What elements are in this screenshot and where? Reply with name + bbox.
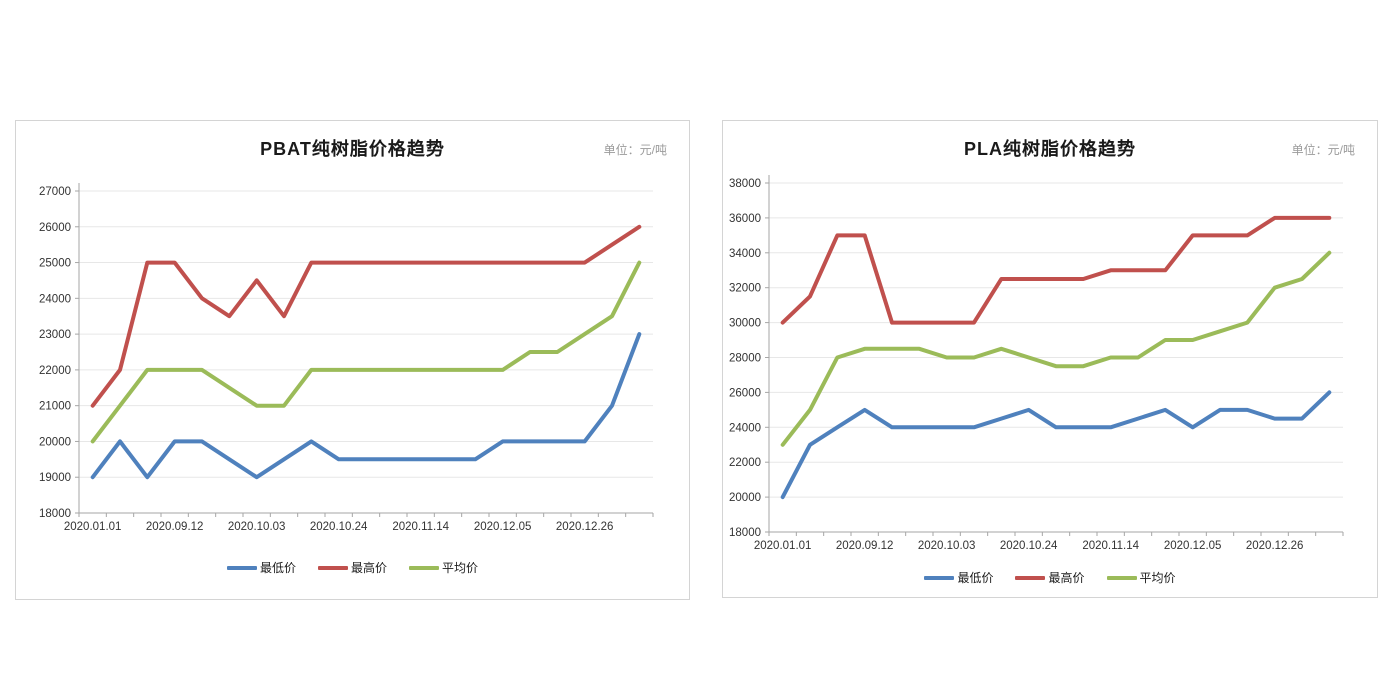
x-axis-label: 2020.01.01 (754, 540, 812, 552)
x-axis-label: 2020.12.05 (1164, 540, 1222, 552)
y-axis-label: 38000 (729, 178, 761, 190)
series-line-min (780, 390, 1332, 500)
x-axis-label: 2020.11.14 (392, 521, 449, 533)
y-axis-label: 22000 (729, 457, 761, 469)
x-axis-label: 2020.12.26 (1246, 540, 1304, 552)
series-line-avg (780, 250, 1332, 447)
legend-line-swatch-min (226, 565, 257, 570)
y-axis-label: 24000 (39, 293, 71, 305)
legend-item-avg: 平均价 (1106, 569, 1176, 586)
y-axis-label: 36000 (729, 213, 761, 225)
y-axis-label: 22000 (39, 365, 71, 377)
series-line-min (90, 332, 642, 480)
pbat-plot-area: 18000 19000 20000 21000 22000 23000 24000 25000… (39, 183, 654, 533)
pla-unit-label: 单位：元/吨 (1291, 143, 1355, 157)
legend-item-min: 最低价 (924, 569, 993, 586)
y-axis-label: 34000 (729, 248, 761, 260)
x-axis-label: 2020.10.03 (228, 521, 286, 533)
legend-label-min: 最低价 (957, 571, 994, 585)
pbat-chart-title: PBAT纯树脂价格趋势 (260, 139, 445, 159)
legend-item-max: 最高价 (317, 559, 387, 576)
y-axis-label: 19000 (39, 472, 71, 484)
pla-legend: 最低价 最高价 平均价 (723, 569, 1377, 586)
pla-chart-title: PLA纯树脂价格趋势 (964, 139, 1136, 159)
x-axis-label: 2020.10.24 (310, 521, 368, 533)
pla-plot-area: 18000 20000 22000 24000 26000 28000 30000 32000… (729, 175, 1344, 552)
y-axis-label: 28000 (729, 353, 761, 365)
y-axis-label: 23000 (39, 329, 71, 341)
y-axis-label: 24000 (729, 422, 761, 434)
pbat-chart-panel: PBAT纯树脂价格趋势 单位：元/吨 18000 19000 20000 21000 2… (15, 120, 690, 600)
x-axis-label: 2020.12.05 (474, 521, 532, 533)
legend-line-swatch-max (317, 565, 348, 570)
legend-label-min: 最低价 (259, 561, 296, 575)
series-line-avg (90, 260, 642, 444)
y-axis-label: 27000 (39, 186, 71, 198)
series-line-max (90, 224, 642, 408)
legend-item-max: 最高价 (1015, 569, 1085, 586)
x-axis-label: 2020.01.01 (64, 521, 122, 533)
y-axis-label: 25000 (39, 258, 71, 270)
legend-label-avg: 平均价 (442, 561, 479, 575)
x-axis-label: 2020.09.12 (146, 521, 204, 533)
series-line-max (780, 215, 1332, 325)
pla-chart-panel: PLA纯树脂价格趋势 单位：元/吨 18000 20000 22000 24000 26… (722, 120, 1378, 598)
x-axis-label: 2020.10.24 (1000, 540, 1058, 552)
x-axis-label: 2020.09.12 (836, 540, 894, 552)
y-axis-label: 26000 (39, 222, 71, 234)
x-axis-label: 2020.12.26 (556, 521, 614, 533)
y-axis-label: 32000 (729, 283, 761, 295)
legend-line-swatch-avg (1106, 575, 1137, 580)
legend-item-avg: 平均价 (409, 559, 478, 576)
legend-item-min: 最低价 (226, 559, 296, 576)
y-axis-label: 30000 (729, 318, 761, 330)
y-axis-label: 21000 (39, 401, 71, 413)
x-axis-label: 2020.11.14 (1082, 540, 1139, 552)
x-axis-label: 2020.10.03 (918, 540, 976, 552)
y-axis-label: 18000 (729, 527, 761, 539)
y-axis-label: 18000 (39, 508, 71, 520)
legend-label-max: 最高价 (1048, 571, 1085, 585)
legend-label-avg: 平均价 (1139, 571, 1176, 585)
y-axis-label: 26000 (729, 387, 761, 399)
y-axis-label: 20000 (39, 436, 71, 448)
legend-line-swatch-avg (409, 565, 439, 570)
y-axis-label: 20000 (729, 492, 761, 504)
pbat-unit-label: 单位：元/吨 (603, 143, 667, 157)
legend-label-max: 最高价 (350, 561, 387, 575)
legend-line-swatch-min (924, 575, 955, 580)
pbat-legend: 最低价 最高价 平均价 (16, 559, 689, 576)
legend-line-swatch-max (1015, 575, 1046, 580)
